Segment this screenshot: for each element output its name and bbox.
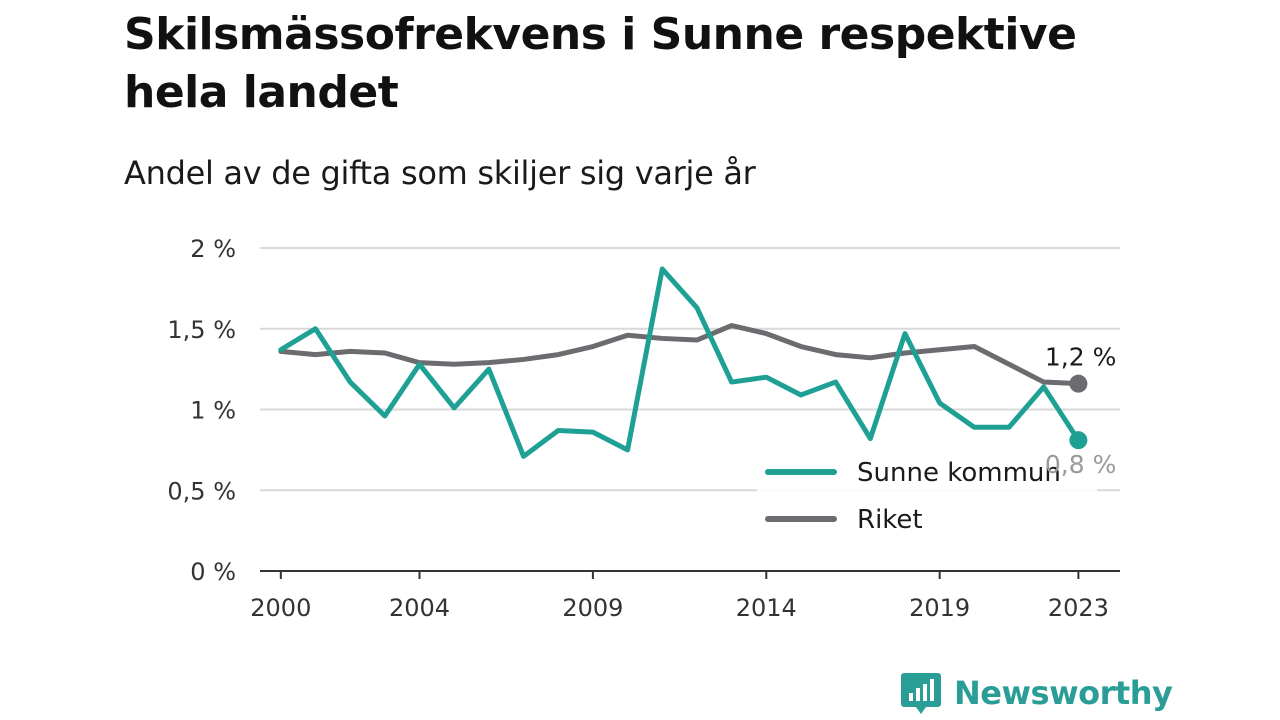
legend-background [757, 450, 1097, 546]
series-line-sunne-kommun [278, 266, 1081, 459]
x-tick-label: 2004 [389, 594, 450, 622]
chart-title: Skilsmässofrekvens i Sunne respektive he… [124, 9, 1077, 118]
newsworthy-logo: Newsworthy [900, 668, 1173, 718]
x-tick-label: 2000 [250, 594, 311, 622]
end-dot-riket [1069, 374, 1088, 393]
y-tick-label: 0,5 % [167, 477, 236, 505]
y-tick-label: 1 % [190, 397, 236, 425]
line-chart: 2000 2004 2009 2014 2019 2023 0 % 0,5 % 1 % 1,5 … [167, 235, 1120, 622]
x-tick-label: 2014 [736, 594, 797, 622]
series-line-riket [278, 323, 1081, 387]
series-lines [278, 266, 1081, 459]
end-labels: 1,2 % 0,8 % [1045, 343, 1116, 480]
y-tick-label: 0 % [190, 558, 236, 586]
end-label-sunne-kommun: 0,8 % [1045, 450, 1116, 479]
y-tick-label: 1,5 % [167, 316, 236, 344]
y-axis: 0 % 0,5 % 1 % 1,5 % 2 % [167, 235, 236, 586]
brand-name: Newsworthy [954, 674, 1173, 712]
newsworthy-logo-icon [901, 673, 941, 714]
x-tick-label: 2019 [909, 594, 970, 622]
x-tick-label: 2023 [1048, 594, 1109, 622]
y-tick-label: 2 % [190, 235, 236, 263]
chart-subtitle: Andel av de gifta som skiljer sig varje … [124, 154, 756, 192]
legend-label-sunne-kommun: Sunne kommun [857, 458, 1061, 488]
end-dot-sunne-kommun [1069, 431, 1088, 450]
legend-label-riket: Riket [857, 505, 923, 535]
x-axis: 2000 2004 2009 2014 2019 2023 [250, 570, 1120, 622]
end-label-riket: 1,2 % [1045, 343, 1116, 372]
x-tick-label: 2009 [562, 594, 623, 622]
legend: Sunne kommun Riket [757, 450, 1097, 546]
